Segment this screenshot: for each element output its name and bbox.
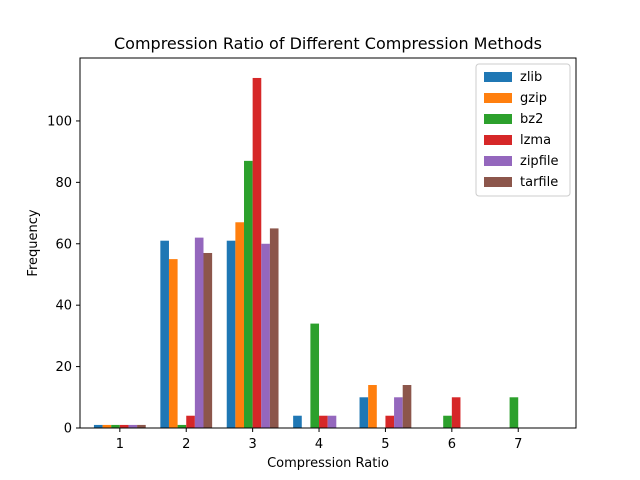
bar-lzma-4	[319, 415, 328, 428]
bar-tarfile-3	[269, 228, 279, 428]
x-axis-title: Compression Ratio	[267, 456, 389, 471]
legend-label-lzma: lzma	[520, 133, 551, 148]
legend: zlib gzip bz2 lzma zipfile tarfile	[475, 63, 571, 197]
bar-bz2-3	[244, 160, 253, 429]
legend-swatch-lzma	[484, 135, 512, 145]
legend-label-gzip: gzip	[520, 91, 547, 106]
bar-zipfile-5	[394, 397, 403, 428]
bar-zipfile-1	[128, 424, 138, 428]
x-tick-label: 6	[448, 437, 456, 452]
y-tick-label: 80	[55, 176, 72, 191]
legend-swatch-tarfile	[484, 177, 512, 187]
bar-gzip-1	[102, 424, 112, 428]
x-tick-label: 5	[381, 437, 389, 452]
bar-zipfile-4	[327, 415, 337, 428]
legend-swatch-gzip	[484, 93, 512, 103]
bar-tarfile-1	[137, 424, 146, 428]
plot-area	[79, 57, 577, 429]
legend-swatch-bz2	[484, 114, 512, 124]
bar-zlib-2	[160, 240, 169, 428]
y-tick-label: 40	[55, 299, 72, 314]
y-axis-title: Frequency	[26, 209, 41, 276]
bar-lzma-6	[451, 397, 461, 428]
y-tick-label: 20	[55, 360, 72, 375]
bar-tarfile-5	[402, 385, 412, 428]
x-tick-label: 3	[248, 437, 256, 452]
bar-zlib-5	[359, 397, 369, 428]
x-tick-label: 2	[182, 437, 190, 452]
bar-bz2-7	[509, 397, 519, 428]
bars-layer	[93, 77, 519, 429]
bar-bz2-6	[443, 415, 452, 428]
bar-lzma-5	[385, 415, 395, 428]
y-tick-label: 100	[47, 114, 72, 129]
y-axis: 0 20 40 60 80 100	[47, 114, 80, 437]
chart-title: Compression Ratio of Different Compressi…	[114, 34, 542, 53]
bar-lzma-2	[186, 415, 195, 428]
bar-tarfile-2	[203, 252, 213, 428]
bar-lzma-1	[119, 424, 129, 428]
x-tick-label: 4	[315, 437, 323, 452]
x-tick-label: 7	[514, 437, 522, 452]
bar-zipfile-3	[261, 243, 270, 428]
legend-label-tarfile: tarfile	[520, 175, 558, 190]
bar-zlib-1	[93, 424, 103, 428]
legend-label-zipfile: zipfile	[520, 154, 559, 169]
legend-swatch-zipfile	[484, 156, 512, 166]
bar-bz2-2	[177, 424, 187, 428]
x-tick-label: 1	[116, 437, 124, 452]
bar-bz2-4	[310, 323, 320, 428]
bar-lzma-3	[252, 77, 262, 429]
legend-label-bz2: bz2	[520, 112, 543, 127]
bar-zlib-3	[226, 240, 236, 428]
y-tick-label: 60	[55, 237, 72, 252]
bar-zipfile-2	[194, 237, 204, 428]
x-axis: 1 2 3 4 5 6 7	[116, 428, 522, 452]
bar-gzip-5	[368, 385, 377, 428]
legend-label-zlib: zlib	[520, 70, 542, 85]
legend-swatch-zlib	[484, 72, 512, 82]
y-tick-label: 0	[64, 422, 72, 437]
bar-gzip-2	[168, 259, 178, 428]
bar-bz2-1	[111, 424, 120, 428]
bar-gzip-3	[235, 222, 244, 428]
bar-zlib-4	[293, 415, 302, 428]
